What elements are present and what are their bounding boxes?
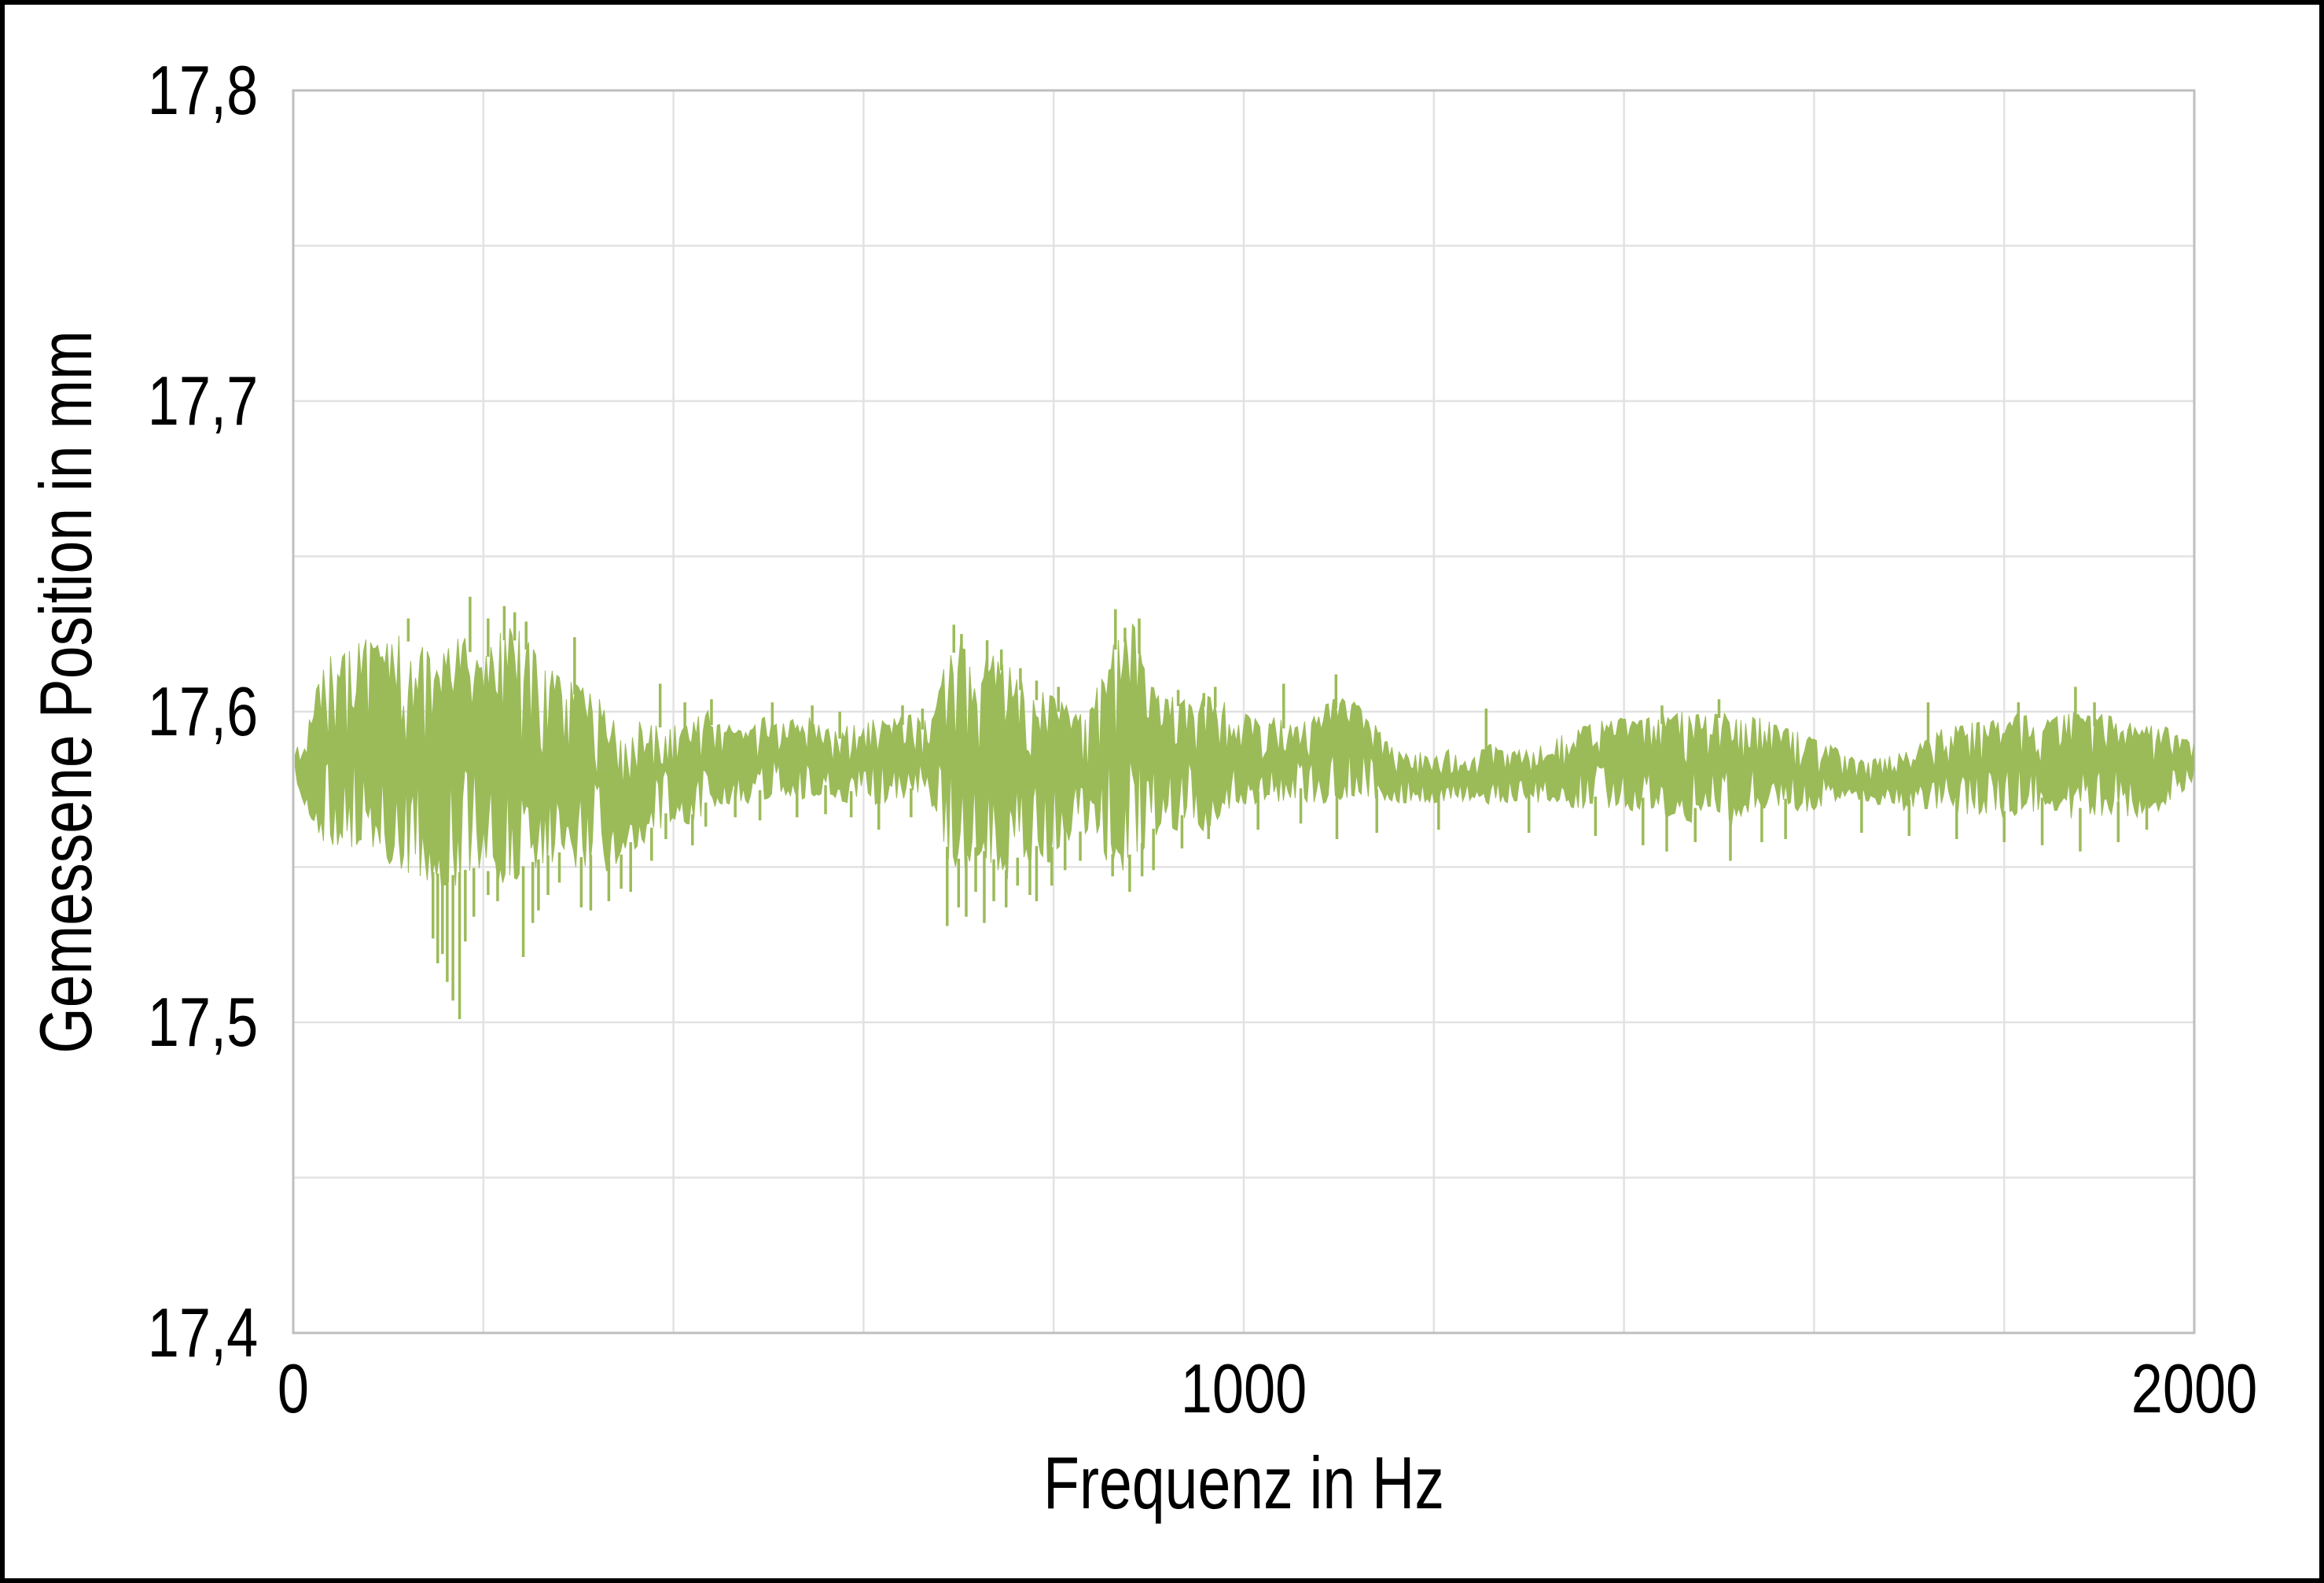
x-tick-label: 0 (277, 1349, 310, 1427)
x-tick-label: 2000 (2131, 1349, 2258, 1427)
x-axis-title: Frequenz in Hz (1043, 1441, 1444, 1524)
y-tick-label: 17,5 (147, 983, 259, 1061)
y-tick-label: 17,4 (147, 1294, 259, 1371)
y-tick-label: 17,7 (147, 362, 259, 440)
y-axis-title: Gemessene Position in mm (24, 330, 107, 1054)
y-tick-label: 17,6 (147, 672, 259, 750)
y-tick-label: 17,8 (147, 51, 259, 129)
data-series-band (294, 623, 2194, 886)
plot-border (292, 89, 2196, 1335)
x-tick-label: 1000 (1180, 1349, 1307, 1427)
